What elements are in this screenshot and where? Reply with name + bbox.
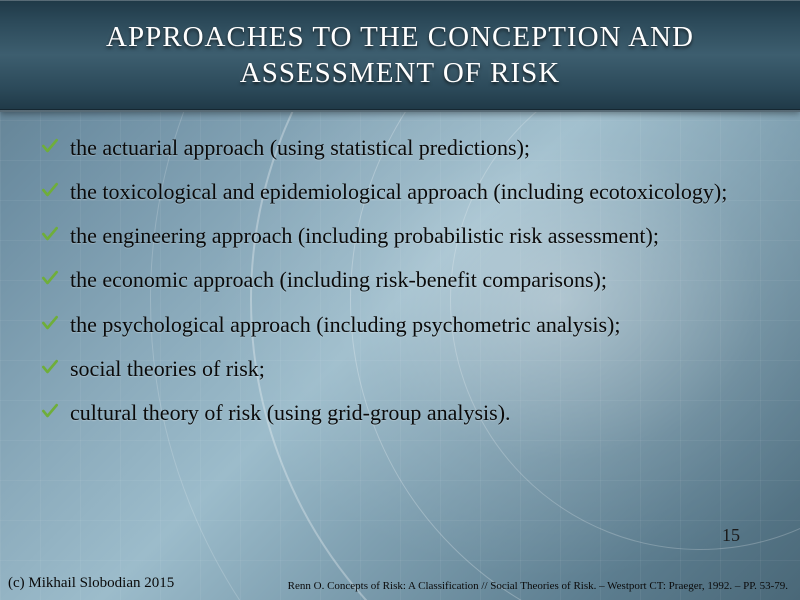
checkmark-icon [40,136,60,156]
bullet-item: the engineering approach (including prob… [40,222,760,250]
bullet-text: the economic approach (including risk-be… [70,267,607,292]
checkmark-icon [40,180,60,200]
checkmark-icon [40,224,60,244]
bullet-item: the psychological approach (including ps… [40,311,760,339]
bullet-text: cultural theory of risk (using grid-grou… [70,400,511,425]
bullet-text: the psychological approach (including ps… [70,312,620,337]
bullet-item: the actuarial approach (using statistica… [40,134,760,162]
slide-title: APPROACHES TO THE CONCEPTION AND ASSESSM… [40,19,760,92]
bullet-item: the toxicological and epidemiological ap… [40,178,760,206]
bullet-item: cultural theory of risk (using grid-grou… [40,399,760,427]
page-number: 15 [722,525,740,546]
checkmark-icon [40,268,60,288]
bullet-text: the engineering approach (including prob… [70,223,659,248]
bullet-text: the toxicological and epidemiological ap… [70,179,727,204]
bullet-item: the economic approach (including risk-be… [40,266,760,294]
checkmark-icon [40,313,60,333]
title-bar: APPROACHES TO THE CONCEPTION AND ASSESSM… [0,0,800,112]
bullet-item: social theories of risk; [40,355,760,383]
bullet-list: the actuarial approach (using statistica… [40,134,760,427]
content-area: the actuarial approach (using statistica… [0,112,800,427]
copyright-text: (c) Mikhail Slobodian 2015 [8,575,174,592]
citation-text: Renn O. Concepts of Risk: A Classificati… [210,580,788,592]
checkmark-icon [40,357,60,377]
slide: APPROACHES TO THE CONCEPTION AND ASSESSM… [0,0,800,600]
bullet-text: the actuarial approach (using statistica… [70,135,530,160]
bullet-text: social theories of risk; [70,356,265,381]
checkmark-icon [40,401,60,421]
